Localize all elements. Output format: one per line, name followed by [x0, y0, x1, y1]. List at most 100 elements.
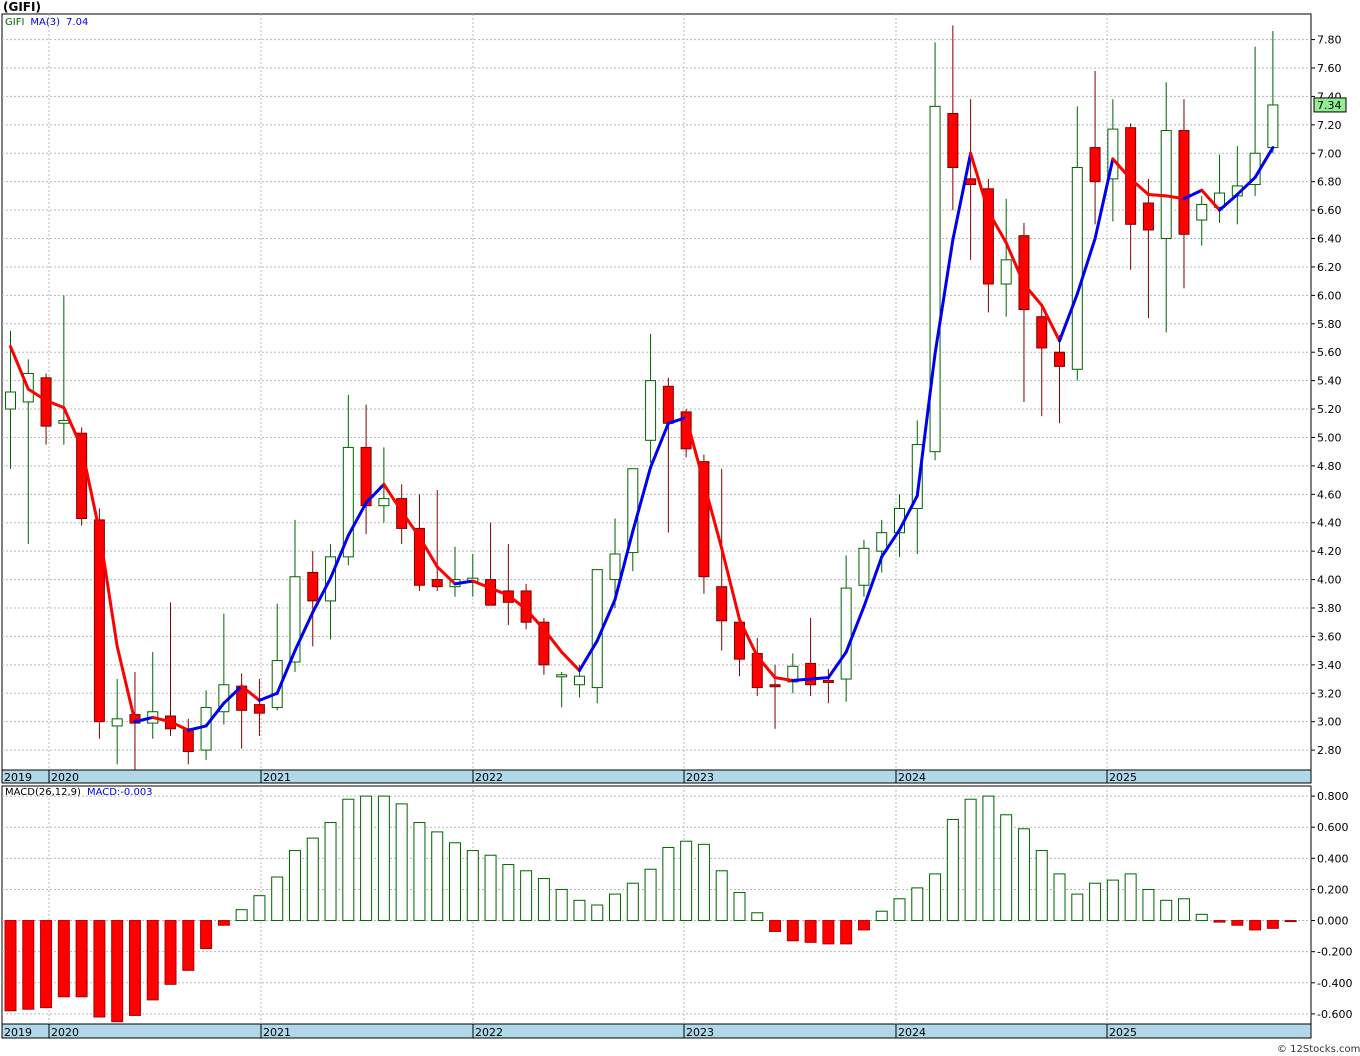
candle	[982, 178, 994, 313]
macd-bar	[911, 887, 924, 922]
ma3-line-segment	[915, 352, 937, 498]
ma3-line-segment	[577, 639, 599, 673]
ma3-line-segment	[844, 605, 866, 654]
macd-bar	[288, 850, 301, 922]
candle-body	[698, 461, 710, 578]
macd-bar	[875, 910, 888, 922]
macd-bar	[591, 904, 604, 922]
ma3-line-segment	[133, 715, 155, 724]
ma3-line-segment	[737, 617, 759, 658]
macd-bar	[57, 920, 70, 998]
candle-body	[662, 385, 674, 424]
ma3-line-segment	[240, 684, 261, 702]
ma3-line-segment	[204, 701, 226, 728]
macd-bar	[22, 920, 35, 1010]
ma3-line-segment	[44, 399, 66, 410]
ma3-line-segment	[115, 644, 137, 724]
macd-bar	[715, 870, 728, 922]
price-y-tick-label: 3.20	[1317, 687, 1342, 700]
price-year-label: 2020	[51, 771, 79, 784]
candle	[431, 490, 443, 591]
candle	[645, 333, 657, 464]
candle-body	[182, 728, 194, 753]
ma3-line-segment	[453, 579, 475, 586]
ma3-line-segment	[364, 482, 386, 505]
macd-bar	[40, 920, 53, 1009]
candle	[93, 508, 105, 739]
macd-bar	[1195, 913, 1208, 922]
macd-bar	[146, 920, 159, 1001]
candle-body	[1196, 203, 1208, 221]
ma3-line-segment	[1218, 192, 1239, 212]
ma3-line-segment	[1022, 282, 1044, 307]
macd-bar	[377, 795, 390, 922]
candle-body	[1107, 128, 1119, 180]
price-y-tick-label: 6.00	[1317, 289, 1342, 302]
candle-body	[93, 519, 105, 723]
candle-body	[307, 571, 319, 602]
candle-body	[1142, 202, 1154, 231]
macd-bar	[1160, 899, 1173, 922]
ma3-line-segment	[791, 677, 813, 682]
macd-year-label: 2021	[263, 1026, 291, 1039]
macd-bar	[164, 920, 177, 985]
macd-bar	[769, 920, 782, 932]
candle-body	[1267, 104, 1279, 149]
candle-body	[1214, 192, 1226, 208]
macd-bar	[804, 920, 817, 943]
candle	[1054, 335, 1066, 424]
macd-bar	[111, 920, 124, 1023]
candle-body	[1071, 166, 1083, 370]
ma3-line-segment	[613, 529, 635, 601]
price-y-tick-label: 5.20	[1317, 403, 1342, 416]
macd-bar	[1177, 898, 1190, 922]
macd-y-tick-label: -0.600	[1317, 1008, 1352, 1021]
macd-bar	[4, 920, 17, 1012]
candle	[413, 494, 425, 591]
candle	[840, 555, 852, 702]
candle-body	[858, 547, 870, 586]
candle-body	[360, 446, 372, 507]
ma3-line-segment	[222, 684, 244, 705]
macd-bar	[1249, 920, 1262, 931]
ma3-line-segment	[755, 654, 777, 680]
price-year-label: 2025	[1109, 771, 1137, 784]
macd-bar	[982, 795, 995, 922]
last-price-tag	[1313, 97, 1347, 113]
ma3-line-segment	[969, 151, 990, 214]
macd-bar	[840, 920, 853, 945]
candle	[1178, 99, 1190, 289]
ma3-line-segment	[1058, 292, 1079, 343]
price-y-tick-label: 7.20	[1317, 119, 1342, 132]
macd-bar	[573, 899, 586, 922]
candle-body	[947, 112, 959, 168]
candle-body	[5, 391, 16, 410]
ma3-line-segment	[97, 529, 119, 648]
ma3-line-segment	[1146, 192, 1168, 198]
price-year-label: 2023	[686, 771, 714, 784]
candle	[111, 679, 123, 765]
macd-year-label: 2024	[898, 1026, 926, 1039]
macd-bar	[662, 846, 675, 922]
price-y-tick-label: 4.80	[1317, 460, 1342, 473]
macd-bar	[733, 892, 746, 922]
macd-bar	[128, 920, 141, 1016]
ma3-line-segment	[471, 579, 493, 590]
ma3-line-segment	[435, 565, 457, 586]
ma3-line-segment	[898, 494, 919, 532]
ma3-line-segment	[1004, 241, 1026, 286]
ma3-line-segment	[702, 481, 724, 550]
macd-bar	[466, 850, 479, 922]
macd-year-band	[1, 1023, 1312, 1039]
macd-bar	[1071, 893, 1084, 922]
price-year-label: 2021	[263, 771, 291, 784]
macd-bar	[235, 909, 248, 922]
macd-y-tick-label: 0.400	[1317, 852, 1349, 865]
ma3-line-segment	[293, 610, 315, 653]
price-y-tick-label: 6.20	[1317, 261, 1342, 274]
candle-body	[591, 569, 603, 689]
macd-year-label: 2019	[4, 1026, 32, 1039]
candle-body	[1036, 316, 1048, 349]
candle	[556, 671, 568, 708]
ma3-line-segment	[346, 501, 368, 538]
